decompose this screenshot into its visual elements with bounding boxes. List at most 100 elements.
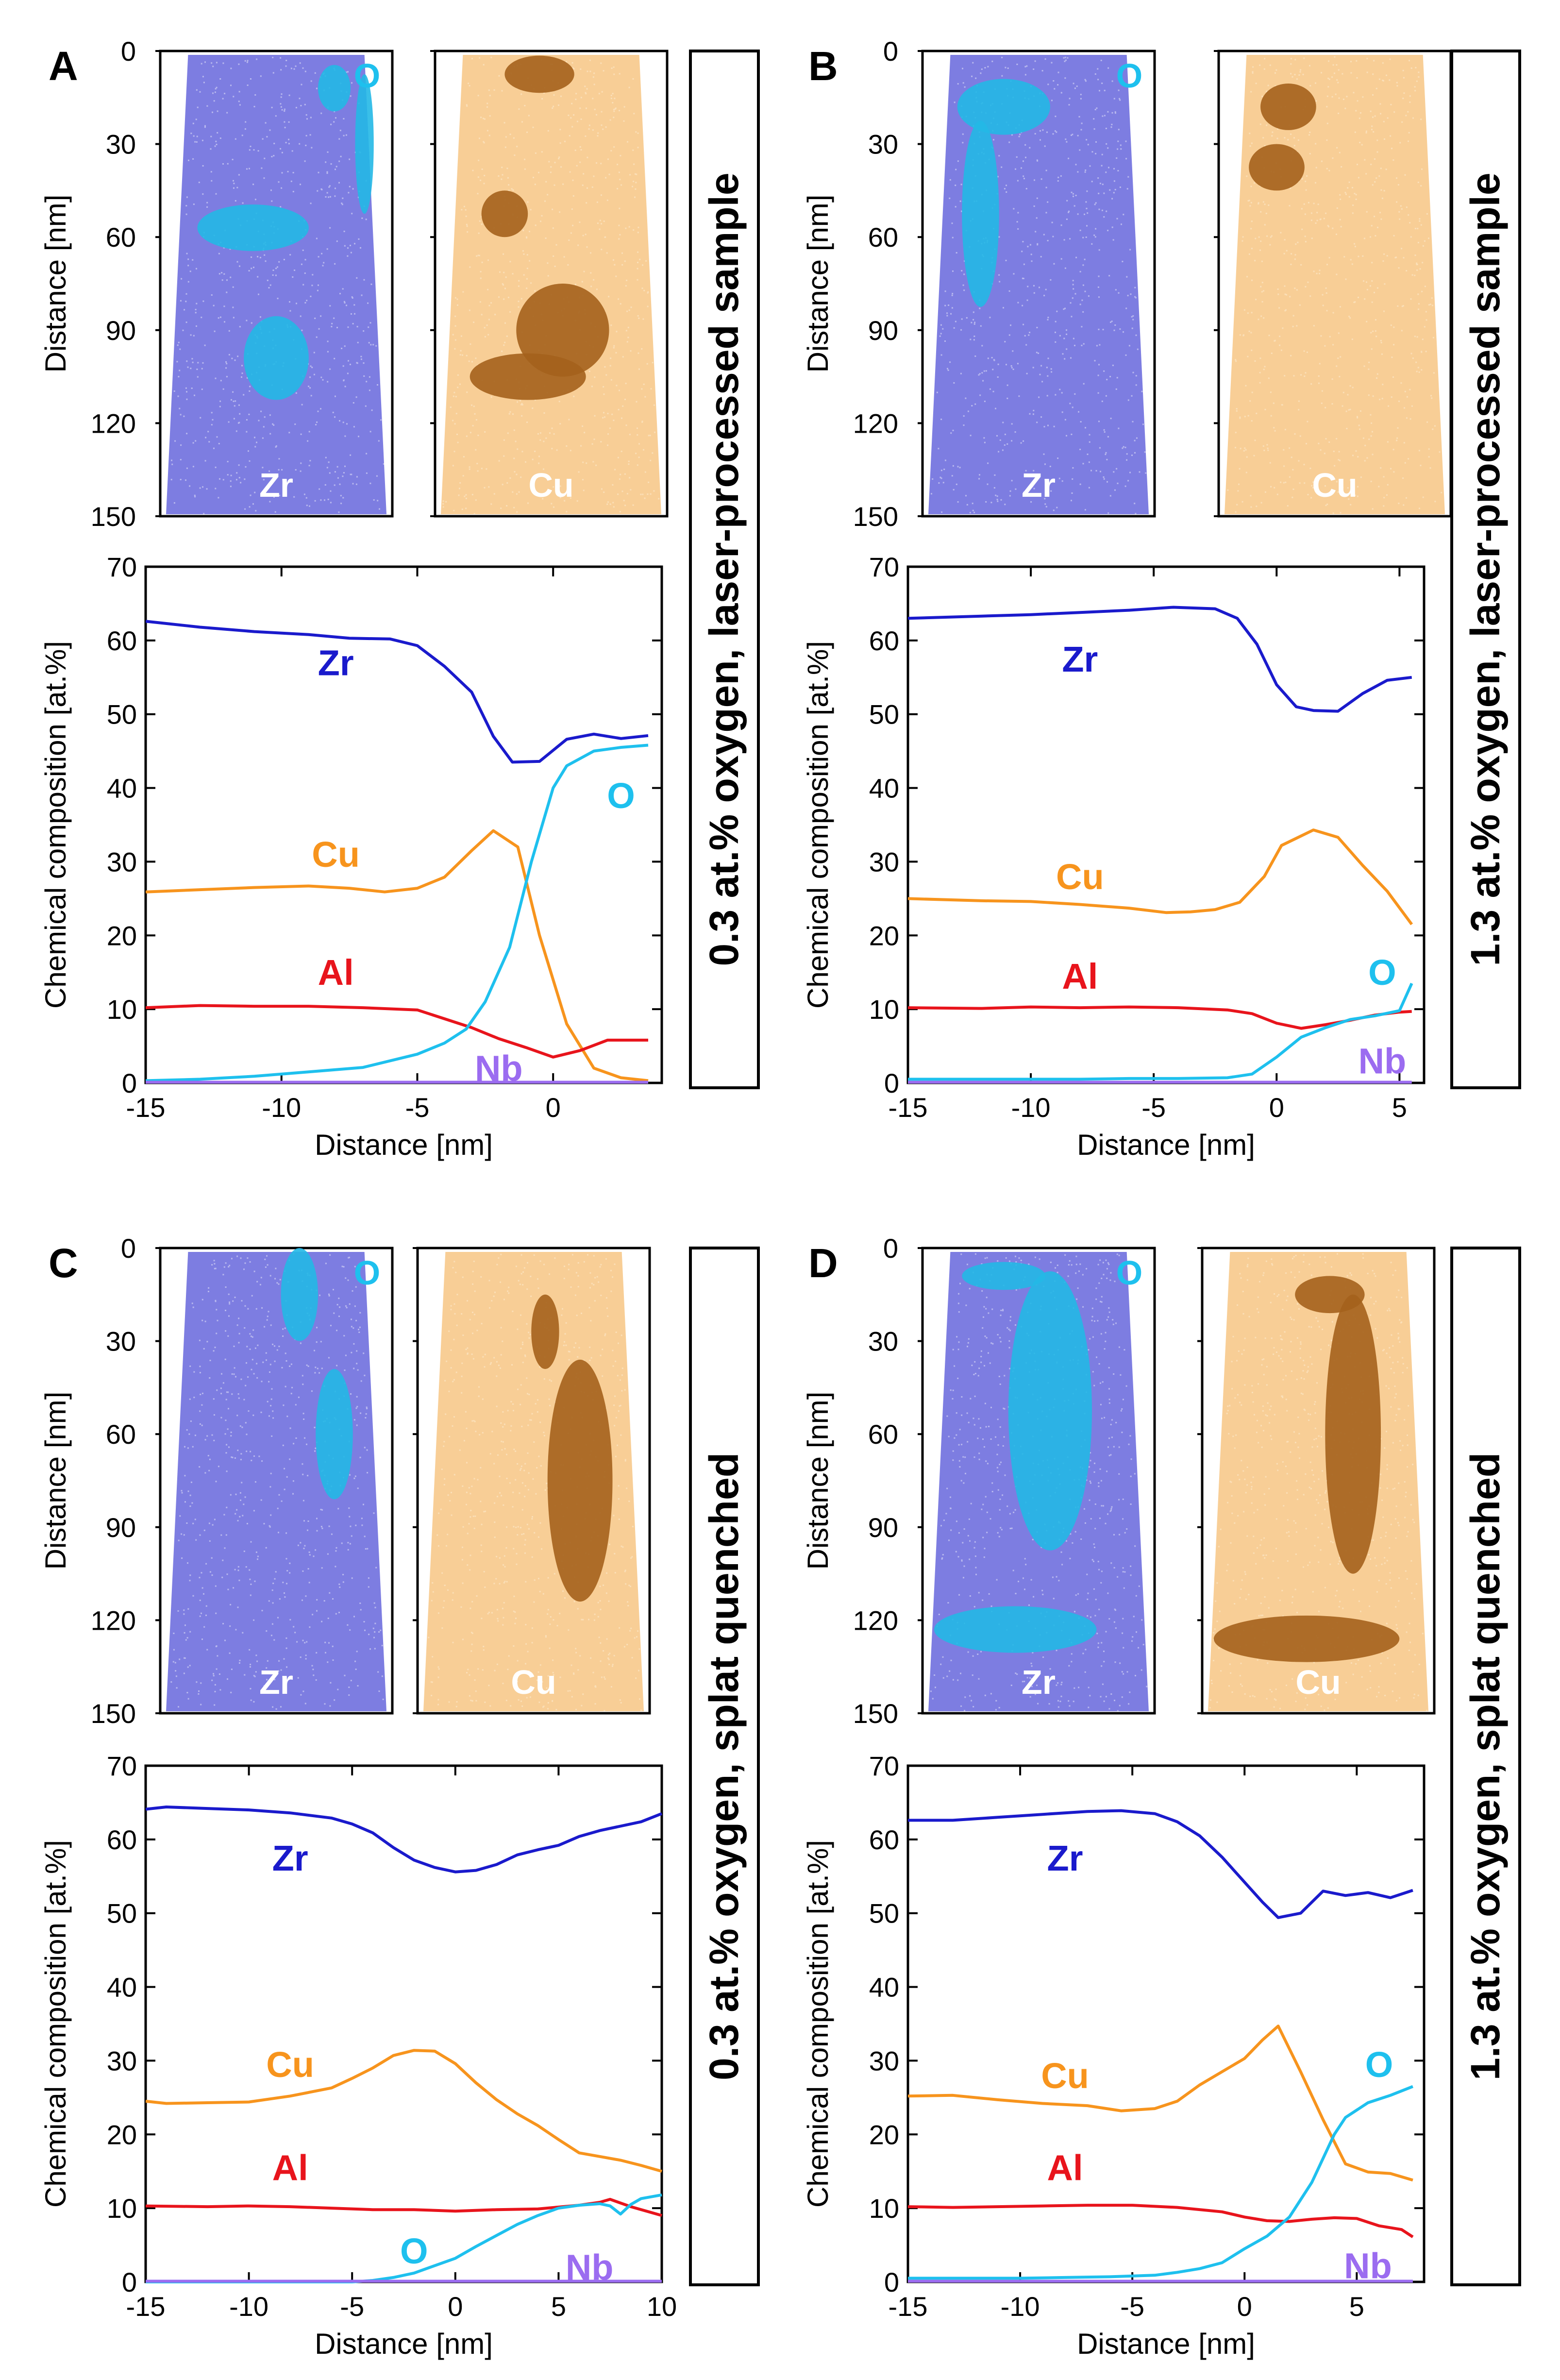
y-tick-label: 50 [107,1898,137,1929]
oxide-cluster [316,1369,353,1500]
tomography-right-panel-C [416,1247,651,1715]
y-tick-label: 20 [107,2119,137,2150]
condition-box [1450,50,1521,1089]
cu-rich-cluster [1325,1294,1381,1574]
oxide-cluster [957,79,1050,135]
tomo-ytick-label: 150 [91,1698,136,1729]
y-axis-label: Chemical composition [at.%] [802,641,834,1009]
x-axis-label: Distance [nm] [315,2328,493,2360]
tomo-ytick-label: 60 [106,222,136,253]
series-line-zr [145,620,649,764]
tomo-ytick-label: 90 [868,315,898,346]
tomo-ytick-label: 30 [868,1326,898,1357]
series-label-zr: Zr [318,642,354,683]
tomo-label-zr: Zr [1022,466,1056,504]
x-tick-label: 5 [1349,2291,1364,2322]
tomo-ytick-label: 120 [91,408,136,439]
condition-label: 0.3 at.% oxygen, splat quenched [701,1452,747,2080]
x-tick-label: -10 [229,2291,268,2322]
series-label-zr: Zr [272,1838,308,1878]
tomo-label-zr: Zr [259,1663,293,1701]
tomo-ytick-label: 0 [883,36,898,67]
y-tick-label: 20 [869,2119,899,2150]
series-label-o: O [1365,2044,1393,2085]
tomo-ytick-label: 120 [853,1605,898,1636]
series-label-nb: Nb [566,2247,614,2288]
y-tick-label: 60 [107,1824,137,1855]
y-tick-label: 40 [869,773,899,804]
condition-label: 0.3 at.% oxygen, laser-processed sample [701,172,747,966]
series-line-o [145,743,649,1082]
y-tick-label: 30 [869,2045,899,2076]
tomo-ytick-label: 120 [91,1605,136,1636]
tomo-label-o: O [1116,57,1142,95]
x-tick-label: 10 [647,2291,677,2322]
series-line-cu [907,828,1413,926]
tomo-y-axis-label: Distance [nm] [39,1392,72,1570]
y-tick-label: 10 [107,994,137,1025]
x-tick-label: 0 [1237,2291,1252,2322]
y-tick-label: 10 [107,2193,137,2224]
x-tick-label: -5 [1120,2291,1144,2322]
cu-rich-cluster [1249,144,1305,191]
oxide-cluster [962,1262,1046,1290]
y-tick-label: 60 [869,625,899,656]
series-label-cu: Cu [1056,857,1104,897]
panel-letter: C [49,1240,78,1286]
series-label-nb: Nb [1359,1041,1407,1081]
series-line-cu [145,2049,662,2173]
tomo-ytick-label: 0 [121,36,136,67]
x-tick-label: 5 [551,2291,566,2322]
x-tick-label: -15 [126,2291,166,2322]
tomo-ytick-label: 30 [868,129,898,160]
tomography-cone [441,55,661,514]
tomography-right-panel-D [1201,1247,1436,1715]
series-line-zr [145,1806,663,1874]
series-line-zr [907,606,1412,713]
tomography-left-panel-A [159,50,394,518]
cu-rich-cluster [504,55,574,93]
series-label-cu: Cu [1041,2056,1089,2096]
tomo-ytick-label: 150 [853,501,898,532]
tomography-left-panel-D [921,1247,1156,1715]
series-line-al [145,2197,662,2217]
cu-rich-cluster [481,190,528,237]
y-tick-label: 0 [884,1068,899,1098]
condition-box [689,50,760,1089]
panel-letter: A [49,43,78,89]
tomo-ytick-label: 60 [868,1419,898,1450]
x-tick-label: -10 [262,1092,301,1123]
series-line-al [907,2204,1414,2238]
composition-chart-A: 0 10 20 30 40 50 60 70 -15 -10 -5 0 Distance [nm] Che… [39,552,663,1161]
oxide-cluster [355,74,374,214]
tomo-label-zr: Zr [259,466,293,504]
condition-label: 1.3 at.% oxygen, splat quenched [1462,1452,1508,2080]
composition-chart-C: 0 10 20 30 40 50 60 70 -15 -10 -5 0 5 10 Distance [nm]… [39,1751,677,2360]
oxide-cluster [197,204,309,251]
tomo-ytick-label: 60 [868,222,898,253]
chart-frame [906,1764,1426,2283]
tomo-ytick-label: 30 [106,1326,136,1357]
series-label-nb: Nb [1344,2246,1392,2286]
series-line-cu [145,829,649,1082]
y-axis-label: Chemical composition [at.%] [39,1840,72,2208]
series-line-al [145,1004,648,1059]
condition-box [689,1247,760,2286]
series-label-cu: Cu [266,2044,314,2085]
series-line-zr [908,1809,1413,1919]
y-tick-label: 30 [107,846,137,877]
tomo-label-o: O [1116,1254,1142,1292]
y-tick-label: 0 [884,2267,899,2297]
series-line-o [908,982,1413,1081]
x-tick-label: -5 [340,2291,364,2322]
y-tick-label: 40 [869,1972,899,2003]
series-label-zr: Zr [1062,639,1098,679]
series-label-o: O [1368,952,1396,993]
x-axis-label: Distance [nm] [1077,1129,1255,1161]
condition-box [1450,1247,1521,2286]
x-axis-label: Distance [nm] [1077,2328,1255,2360]
oxide-cluster [244,316,309,400]
x-tick-label: -10 [1001,2291,1040,2322]
tomo-label-o: O [354,1254,380,1292]
